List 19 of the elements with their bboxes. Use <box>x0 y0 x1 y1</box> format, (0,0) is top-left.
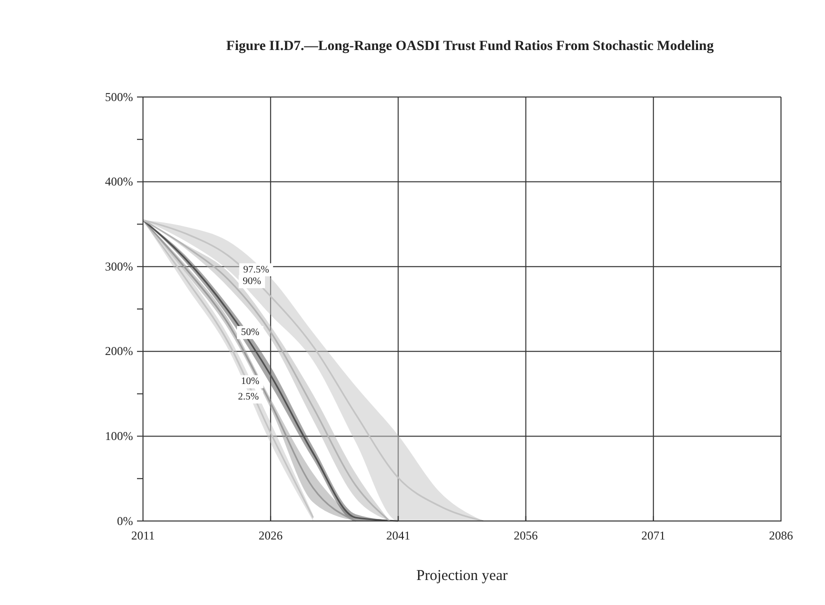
x-tick-label: 2056 <box>514 528 538 543</box>
y-tick-label: 500% <box>105 90 133 104</box>
x-tick-label: 2026 <box>258 528 283 543</box>
annotation: 90% <box>242 276 262 288</box>
x-tick-label: 2071 <box>641 528 666 543</box>
y-tick-label: 0% <box>117 514 133 528</box>
chart-title: Figure II.D7.—Long-Range OASDI Trust Fund Ratios From Stochastic Modeling <box>226 39 714 54</box>
y-tick-label: 300% <box>105 259 133 274</box>
y-tick-label: 400% <box>105 174 133 189</box>
y-tick-label: 200% <box>105 344 133 358</box>
x-tick-label: 2041 <box>386 528 410 543</box>
annotation: 50% <box>241 327 260 338</box>
y-tick-label: 100% <box>105 429 133 444</box>
annotation: 2.5% <box>238 391 259 402</box>
annotation: 10% <box>241 376 260 388</box>
x-tick-label: 2086 <box>769 528 793 543</box>
x-tick-label: 2011 <box>131 528 155 543</box>
annotation: 97.5% <box>243 264 270 276</box>
x-axis-title: Projection year <box>416 568 508 584</box>
